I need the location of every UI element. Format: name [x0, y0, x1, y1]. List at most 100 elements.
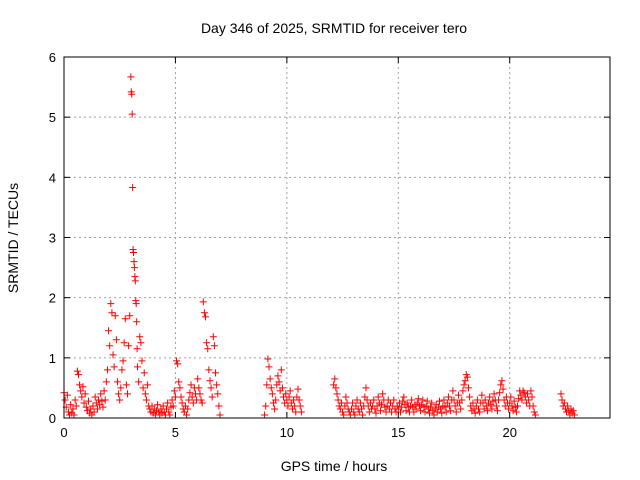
data-point — [169, 402, 177, 410]
data-point — [334, 396, 342, 404]
data-point — [185, 396, 193, 404]
data-point — [333, 390, 341, 398]
data-point — [351, 411, 359, 419]
data-point — [186, 389, 194, 397]
data-point — [278, 384, 286, 392]
data-point — [95, 396, 103, 404]
data-point — [569, 407, 577, 415]
data-point — [208, 393, 216, 401]
data-point — [277, 366, 285, 374]
data-point — [116, 396, 124, 404]
data-point — [296, 402, 304, 410]
data-point — [91, 393, 99, 401]
data-point — [184, 405, 192, 413]
data-point — [197, 396, 205, 404]
data-point — [164, 399, 172, 407]
y-axis-label: SRMTID / TECUs — [5, 183, 21, 293]
data-point — [466, 393, 474, 401]
data-point — [102, 378, 110, 386]
data-point — [428, 399, 436, 407]
data-point — [189, 399, 197, 407]
x-tick-label: 10 — [280, 425, 294, 440]
data-point — [457, 405, 465, 413]
data-point — [61, 396, 69, 404]
data-point — [454, 391, 462, 399]
data-point — [282, 390, 290, 398]
data-point — [126, 312, 134, 320]
data-point — [374, 393, 382, 401]
data-point — [72, 402, 80, 410]
data-point — [166, 411, 174, 419]
data-point — [199, 298, 207, 306]
data-point — [130, 258, 138, 266]
data-point — [463, 373, 471, 381]
data-point — [268, 390, 276, 398]
data-point — [340, 411, 348, 419]
data-point — [473, 396, 481, 404]
data-point — [438, 409, 446, 417]
data-point — [115, 390, 123, 398]
data-point — [498, 377, 506, 385]
data-point — [376, 407, 384, 415]
data-point — [216, 411, 224, 419]
data-point — [93, 405, 101, 413]
data-point — [471, 409, 479, 417]
data-point — [131, 277, 139, 285]
data-point — [262, 402, 270, 410]
data-point — [390, 396, 398, 404]
data-point — [433, 408, 441, 416]
data-point — [127, 73, 135, 81]
data-point — [212, 369, 220, 377]
data-point — [486, 393, 494, 401]
data-point — [271, 405, 279, 413]
y-tick-label: 6 — [49, 50, 56, 65]
data-point — [77, 387, 85, 395]
data-point — [118, 366, 126, 374]
data-point — [515, 395, 523, 403]
data-point — [105, 327, 113, 335]
data-point — [476, 408, 484, 416]
data-point — [440, 396, 448, 404]
data-point — [529, 402, 537, 410]
data-point — [168, 396, 176, 404]
data-point — [121, 315, 129, 323]
y-tick-label: 2 — [49, 291, 56, 306]
data-point — [82, 403, 90, 411]
data-point — [444, 393, 452, 401]
data-point — [130, 249, 138, 257]
data-point — [560, 399, 568, 407]
data-point — [101, 396, 109, 404]
data-point — [205, 366, 213, 374]
data-point — [570, 411, 578, 419]
data-point — [117, 384, 125, 392]
data-point — [284, 402, 292, 410]
data-point — [353, 396, 361, 404]
data-point — [85, 397, 93, 405]
data-point — [370, 396, 378, 404]
data-point — [90, 408, 98, 416]
data-point — [449, 387, 457, 395]
data-point — [176, 384, 184, 392]
data-point — [359, 411, 367, 419]
data-point — [80, 399, 88, 407]
data-point — [363, 396, 371, 404]
data-point — [272, 396, 280, 404]
data-point — [441, 403, 449, 411]
data-point — [195, 384, 203, 392]
data-point — [356, 399, 364, 407]
data-point — [142, 396, 150, 404]
data-point — [200, 309, 208, 317]
data-point — [395, 399, 403, 407]
data-point — [531, 411, 539, 419]
data-point — [478, 391, 486, 399]
chart-title: Day 346 of 2025, SRMTID for receiver ter… — [201, 20, 467, 36]
data-point — [499, 385, 507, 393]
data-point — [141, 390, 149, 398]
data-point — [481, 396, 489, 404]
data-point — [129, 184, 137, 192]
data-point — [510, 397, 518, 405]
data-point — [507, 393, 515, 401]
data-point — [64, 408, 72, 416]
x-tick-label: 5 — [172, 425, 179, 440]
